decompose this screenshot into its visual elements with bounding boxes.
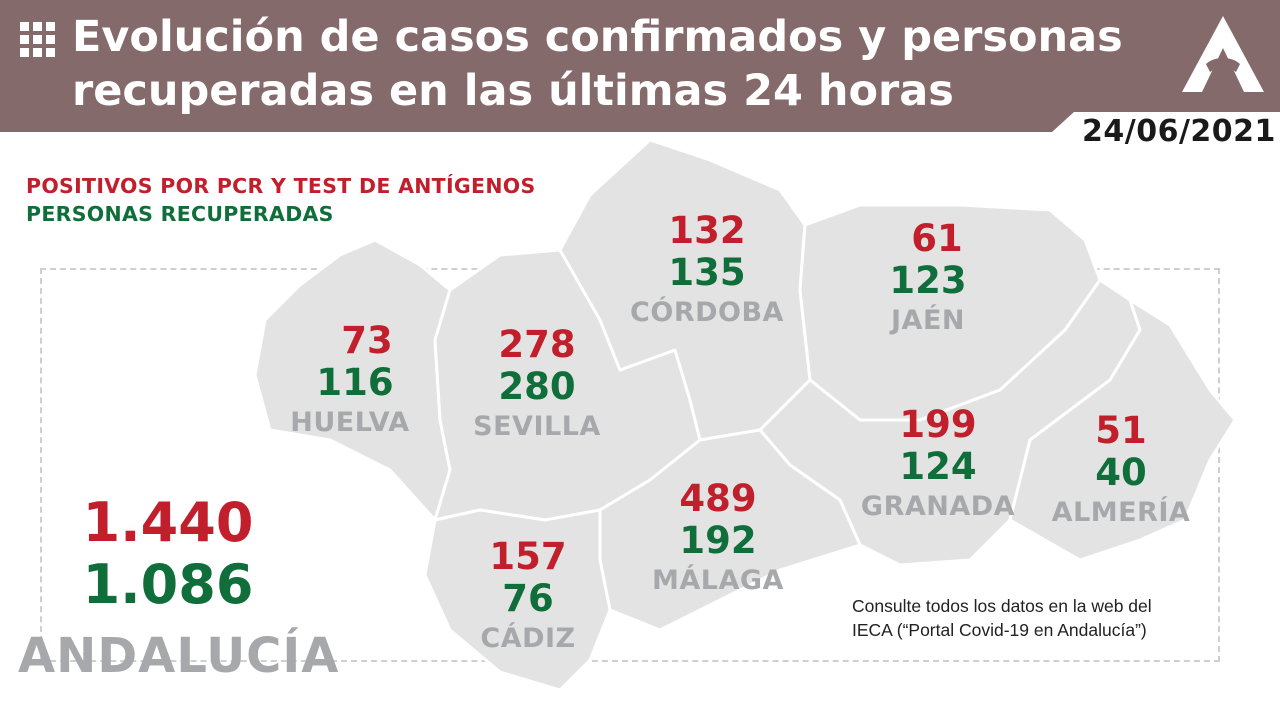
header-banner: Evolución de casos confirmados y persona… <box>0 0 1280 132</box>
granada-positives: 199 <box>899 403 977 446</box>
cordoba-recovered: 135 <box>668 251 746 294</box>
province-cordoba: 132 135 CÓRDOBA <box>622 210 792 330</box>
sevilla-recovered: 280 <box>498 365 576 408</box>
almeria-recovered: 40 <box>1095 451 1147 494</box>
huelva-recovered: 116 <box>316 361 394 404</box>
province-cadiz-shape <box>423 508 612 692</box>
title-line-1: Evolución de casos confirmados y persona… <box>72 12 1123 62</box>
province-jaen: 61 123 JAÉN <box>858 218 998 338</box>
title-line-2: recuperadas en las últimas 24 horas <box>72 66 954 116</box>
cadiz-recovered: 76 <box>502 577 554 620</box>
almeria-positives: 51 <box>1095 409 1147 452</box>
grid-icon <box>20 22 55 57</box>
cordoba-name: CÓRDOBA <box>630 297 784 328</box>
sevilla-name: SEVILLA <box>473 411 601 442</box>
granada-recovered: 124 <box>899 445 977 488</box>
cadiz-positives: 157 <box>489 535 567 578</box>
province-cadiz: 157 76 CÁDIZ <box>468 536 588 656</box>
total-recovered: 1.086 <box>82 553 254 616</box>
jaen-recovered: 123 <box>889 259 967 302</box>
junta-andalucia-logo-icon <box>1182 16 1264 92</box>
sevilla-positives: 278 <box>498 323 576 366</box>
jaen-name: JAÉN <box>891 305 965 336</box>
total-name: ANDALUCÍA <box>18 628 340 684</box>
malaga-recovered: 192 <box>679 519 757 562</box>
malaga-positives: 489 <box>679 477 757 520</box>
total-positives: 1.440 <box>82 491 254 554</box>
granada-name: GRANADA <box>860 491 1016 522</box>
andalucia-total: 1.440 1.086 ANDALUCÍA <box>18 491 340 685</box>
page-title: Evolución de casos confirmados y persona… <box>72 10 1152 118</box>
province-almeria-shape <box>1008 298 1237 562</box>
note-line-2: IECA (“Portal Covid-19 en Andalucía”) <box>852 620 1147 640</box>
huelva-name: HUELVA <box>290 407 410 438</box>
province-sevilla: 278 280 SEVILLA <box>462 324 612 444</box>
almeria-name: ALMERÍA <box>1051 497 1191 528</box>
cordoba-positives: 132 <box>668 209 746 252</box>
legend-positives: POSITIVOS POR PCR Y TEST DE ANTÍGENOS <box>26 174 536 198</box>
note-line-1: Consulte todos los datos en la web del <box>852 596 1152 616</box>
date-label: 24/06/2021 <box>1082 114 1276 149</box>
province-huelva: 73 116 HUELVA <box>280 320 420 440</box>
huelva-positives: 73 <box>341 319 393 362</box>
malaga-name: MÁLAGA <box>652 565 784 596</box>
cadiz-name: CÁDIZ <box>480 623 576 654</box>
province-granada: 199 124 GRANADA <box>858 404 1018 524</box>
source-note: Consulte todos los datos en la web del I… <box>852 594 1212 642</box>
province-malaga: 489 192 MÁLAGA <box>648 478 788 598</box>
legend: POSITIVOS POR PCR Y TEST DE ANTÍGENOS PE… <box>26 172 536 228</box>
date-tab <box>1052 112 1280 158</box>
province-almeria: 51 40 ALMERÍA <box>1046 410 1196 530</box>
legend-recovered: PERSONAS RECUPERADAS <box>26 202 334 226</box>
jaen-positives: 61 <box>911 217 963 260</box>
